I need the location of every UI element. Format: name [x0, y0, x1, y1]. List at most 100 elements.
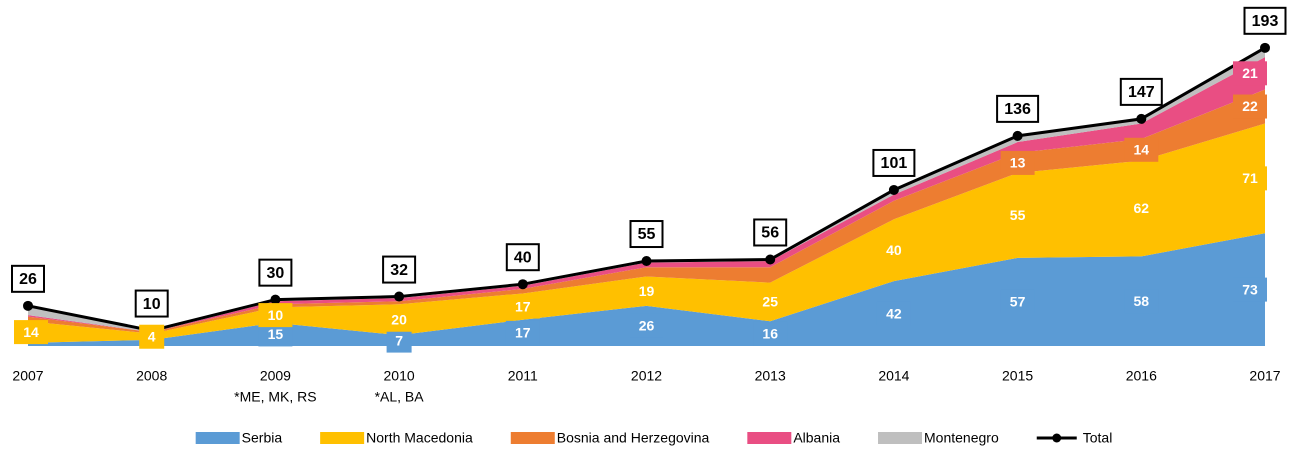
legend-swatch: [747, 432, 792, 444]
data-label-box: [876, 238, 911, 263]
x-tick-label: 2013: [755, 368, 786, 384]
data-label-box: [1124, 137, 1159, 162]
legend-label: Serbia: [242, 430, 283, 446]
data-label: 7: [395, 332, 403, 348]
total-point: [1136, 113, 1147, 124]
data-label-box: [14, 320, 48, 345]
data-label-box: [1233, 94, 1267, 119]
data-label: 17: [515, 325, 531, 341]
x-tick-label: 2012: [631, 368, 662, 384]
data-label: 13: [1010, 155, 1026, 171]
total-label: 136: [1004, 101, 1031, 118]
total-label: 56: [761, 225, 779, 242]
legend-label: North Macedonia: [366, 430, 473, 446]
data-label-box: [629, 279, 664, 304]
data-label-box: [505, 320, 540, 345]
legend-line-point: [1052, 433, 1062, 443]
data-label: 19: [639, 283, 655, 299]
x-tick-label: 2009: [260, 368, 291, 384]
total-label-box: [1119, 77, 1163, 106]
data-label-box: [1000, 203, 1035, 228]
data-label: 15: [268, 326, 284, 342]
total-label: 30: [267, 265, 285, 282]
total-label: 10: [143, 296, 161, 313]
data-label-box: [1233, 61, 1267, 86]
total-point: [1260, 42, 1270, 53]
total-label: 55: [638, 226, 656, 243]
legend-swatch: [510, 432, 555, 444]
data-label: 4: [148, 328, 156, 344]
total-point: [394, 291, 405, 302]
data-label: 26: [639, 318, 655, 334]
total-label-box: [382, 255, 417, 284]
legend-swatch: [878, 432, 923, 444]
data-label-box: [876, 301, 911, 326]
x-tick-label: 2017: [1249, 368, 1280, 384]
annotation: *AL, BA: [375, 389, 425, 405]
data-label-box: [1000, 150, 1035, 175]
area: [28, 233, 1265, 346]
total-label-box: [1243, 6, 1287, 35]
data-label-box: [1000, 289, 1035, 314]
total-label-box: [11, 264, 45, 293]
total-point: [888, 184, 899, 195]
data-label-box: [258, 303, 293, 328]
total-label-box: [996, 94, 1040, 123]
total-label-box: [753, 218, 788, 247]
legend-swatch: [195, 432, 240, 444]
data-label: 22: [1242, 98, 1258, 114]
data-label: 71: [1242, 170, 1258, 186]
data-label: 73: [1242, 281, 1258, 297]
data-label-box: [1124, 196, 1159, 221]
data-label-box: [139, 324, 165, 349]
total-label: 32: [390, 262, 408, 279]
legend-line: [1036, 433, 1077, 443]
data-label: 14: [23, 324, 39, 340]
legend-label: Montenegro: [924, 430, 999, 446]
legend-label: Total: [1083, 430, 1113, 446]
data-label-box: [1233, 277, 1267, 302]
data-label: 10: [268, 307, 284, 323]
x-tick-label: 2011: [508, 368, 538, 384]
data-label: 40: [886, 242, 902, 258]
data-label: 21: [1242, 65, 1258, 81]
x-tick-label: 2015: [1002, 368, 1033, 384]
data-label-box: [629, 313, 664, 338]
total-label-box: [258, 258, 293, 287]
data-label: 62: [1134, 200, 1150, 216]
data-label-box: [753, 289, 788, 314]
data-label: 58: [1134, 293, 1150, 309]
total-point: [1012, 130, 1023, 141]
data-label-box: [382, 307, 417, 332]
total-label: 193: [1252, 13, 1279, 30]
data-label-box: [1124, 289, 1159, 314]
legend-label: Albania: [793, 430, 840, 446]
legend: Serbia North Macedonia Bosnia and Herzegov…: [195, 430, 1113, 446]
legend-swatch: [320, 432, 365, 444]
total-label-box: [134, 289, 169, 318]
total-point: [517, 279, 528, 290]
data-label: 20: [391, 311, 407, 327]
x-tick-label: 2014: [878, 368, 909, 384]
data-label-box: [1233, 166, 1267, 191]
total-label: 147: [1128, 84, 1155, 101]
data-label-box: [753, 321, 788, 346]
annotation: *ME, MK, RS: [234, 389, 316, 405]
total-label: 26: [19, 271, 37, 288]
total-label-box: [629, 220, 664, 249]
x-tick-label: 2008: [136, 368, 167, 384]
data-label-box: [505, 294, 540, 319]
total-point: [270, 294, 281, 305]
data-label-box: [386, 328, 412, 353]
data-label: 16: [762, 325, 778, 341]
total-point: [23, 300, 33, 311]
total-point: [641, 256, 652, 267]
total-label-box: [505, 243, 540, 272]
data-label: 57: [1010, 294, 1026, 310]
total-point: [765, 254, 776, 265]
total-label: 101: [881, 155, 908, 172]
total-label-box: [872, 148, 916, 177]
total-label: 40: [514, 249, 532, 266]
